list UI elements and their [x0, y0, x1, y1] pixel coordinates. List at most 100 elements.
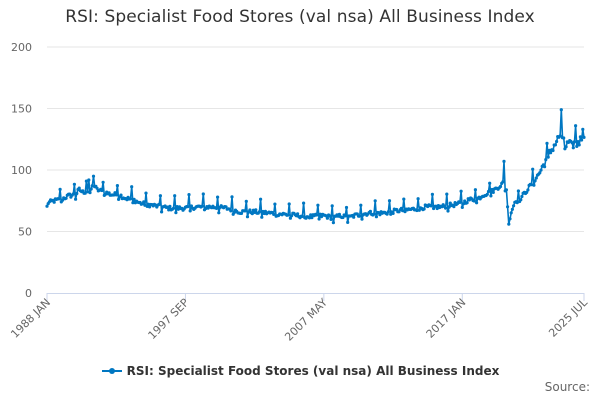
data-point[interactable] [446, 209, 450, 213]
data-point[interactable] [435, 206, 439, 211]
data-point[interactable] [188, 209, 192, 213]
data-point[interactable] [543, 165, 547, 169]
data-point[interactable] [486, 189, 491, 194]
data-point[interactable] [402, 197, 406, 201]
data-point[interactable] [310, 216, 314, 220]
data-point[interactable] [114, 193, 118, 197]
data-point[interactable] [578, 135, 583, 139]
data-point[interactable] [45, 204, 49, 208]
data-point[interactable] [165, 205, 170, 209]
data-point[interactable] [344, 205, 349, 210]
data-point[interactable] [160, 210, 164, 214]
data-point[interactable] [71, 192, 75, 196]
data-point[interactable] [171, 206, 176, 210]
data-point[interactable] [581, 127, 585, 131]
data-point[interactable] [100, 188, 104, 193]
data-point[interactable] [214, 206, 219, 210]
data-point[interactable] [445, 192, 449, 196]
data-point[interactable] [52, 200, 56, 204]
data-point[interactable] [491, 190, 495, 194]
data-point[interactable] [302, 201, 306, 205]
data-point[interactable] [559, 108, 563, 112]
data-point[interactable] [117, 197, 121, 201]
data-point[interactable] [386, 210, 390, 214]
data-point[interactable] [534, 176, 538, 180]
data-point[interactable] [444, 206, 448, 210]
data-point[interactable] [555, 139, 559, 144]
data-point[interactable] [373, 199, 377, 203]
data-point[interactable] [448, 201, 452, 205]
data-point[interactable] [260, 215, 264, 219]
data-point[interactable] [403, 210, 407, 214]
data-point[interactable] [75, 191, 79, 196]
data-point[interactable] [459, 189, 463, 193]
data-point[interactable] [511, 204, 516, 208]
data-point[interactable] [374, 215, 378, 219]
data-point[interactable] [401, 209, 405, 213]
data-point[interactable] [115, 184, 119, 188]
data-point[interactable] [175, 205, 179, 209]
data-point[interactable] [84, 179, 88, 183]
data-point[interactable] [68, 192, 72, 196]
data-point[interactable] [144, 191, 148, 195]
data-point[interactable] [430, 192, 434, 196]
data-point[interactable] [245, 215, 250, 219]
data-point[interactable] [86, 190, 90, 194]
data-point[interactable] [387, 199, 392, 203]
data-point[interactable] [538, 171, 542, 175]
data-point[interactable] [575, 144, 579, 148]
data-point[interactable] [173, 194, 177, 198]
data-point[interactable] [458, 200, 462, 204]
data-point[interactable] [475, 201, 479, 205]
data-point[interactable] [77, 186, 81, 190]
data-point[interactable] [346, 220, 350, 224]
data-point[interactable] [519, 198, 523, 202]
data-point[interactable] [544, 158, 548, 162]
data-point[interactable] [201, 192, 205, 196]
data-point[interactable] [570, 141, 574, 145]
data-point[interactable] [417, 208, 421, 212]
data-point[interactable] [533, 179, 537, 183]
data-point[interactable] [330, 204, 334, 208]
data-point[interactable] [101, 180, 105, 184]
data-point[interactable] [558, 134, 562, 138]
data-point[interactable] [286, 213, 290, 217]
data-point[interactable] [391, 211, 395, 215]
data-point[interactable] [564, 145, 568, 149]
data-point[interactable] [74, 197, 78, 201]
data-point[interactable] [501, 180, 505, 184]
data-point[interactable] [359, 203, 363, 207]
data-point[interactable] [132, 197, 136, 201]
data-point[interactable] [131, 201, 135, 205]
data-point[interactable] [506, 205, 510, 209]
data-point[interactable] [508, 217, 512, 221]
data-point[interactable] [142, 200, 146, 204]
data-point[interactable] [287, 202, 291, 206]
data-point[interactable] [510, 207, 514, 211]
data-point[interactable] [186, 205, 190, 209]
data-point[interactable] [488, 181, 492, 185]
data-point[interactable] [551, 148, 555, 153]
data-point[interactable] [230, 195, 234, 199]
data-point[interactable] [88, 191, 92, 195]
data-point[interactable] [216, 195, 220, 199]
data-point[interactable] [307, 216, 312, 220]
data-point[interactable] [300, 214, 304, 218]
data-point[interactable] [239, 211, 244, 215]
data-point[interactable] [372, 212, 376, 216]
data-point[interactable] [244, 199, 248, 203]
data-point[interactable] [187, 193, 191, 197]
data-point[interactable] [316, 203, 320, 207]
data-point[interactable] [490, 187, 494, 192]
data-point[interactable] [89, 187, 93, 191]
data-point[interactable] [168, 204, 172, 208]
data-point[interactable] [531, 167, 535, 171]
data-point[interactable] [174, 211, 178, 215]
data-point[interactable] [72, 182, 76, 186]
data-point[interactable] [529, 183, 534, 187]
data-point[interactable] [200, 204, 204, 208]
data-point[interactable] [81, 189, 85, 193]
data-point[interactable] [525, 190, 529, 194]
data-point[interactable] [352, 215, 356, 219]
data-point[interactable] [309, 213, 313, 217]
